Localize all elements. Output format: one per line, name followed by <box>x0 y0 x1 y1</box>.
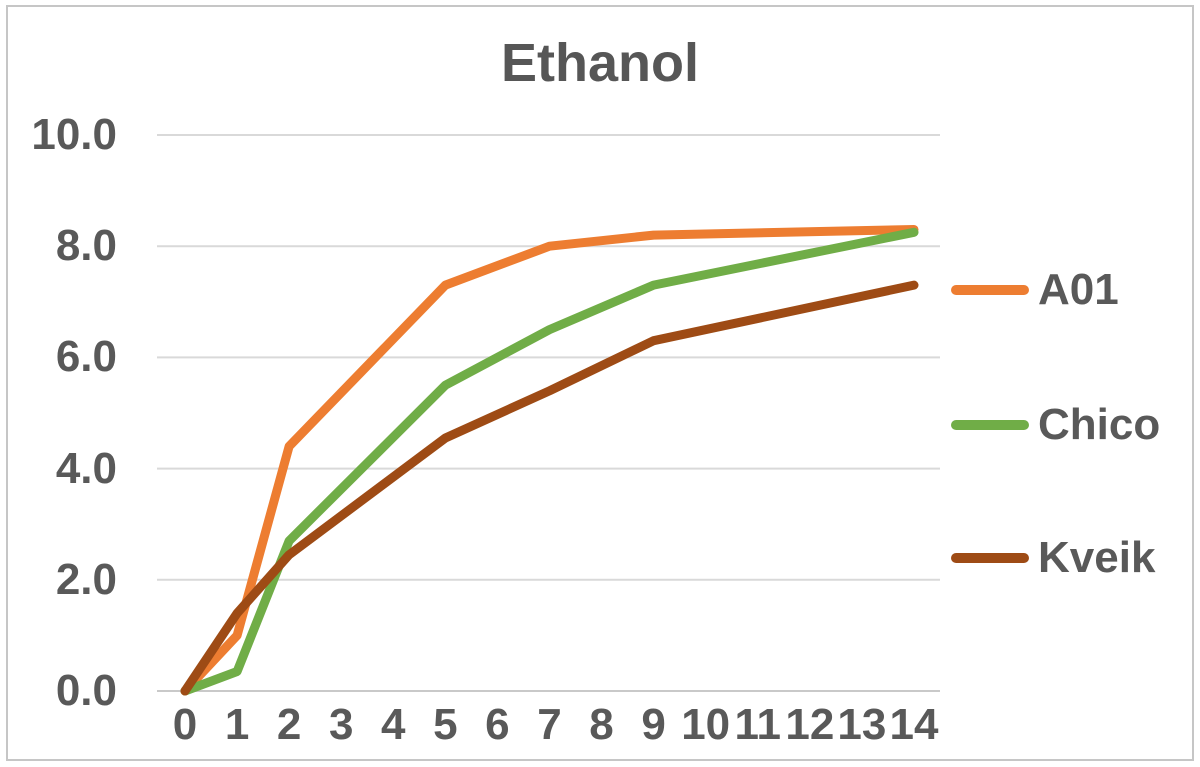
y-tick-label-4.0: 4.0 <box>55 443 117 493</box>
legend-item-a01: A01 <box>951 265 1119 314</box>
x-tick-label-3: 3 <box>328 700 354 749</box>
legend-item-chico: Chico <box>951 400 1161 449</box>
x-tick-label-0: 0 <box>172 700 198 749</box>
series-line-chico <box>180 227 919 696</box>
legend-swatch-a01 <box>951 285 1029 295</box>
x-tick-label-6: 6 <box>485 700 510 749</box>
x-tick-label-11: 11 <box>734 700 782 749</box>
series-line-kveik <box>180 280 919 696</box>
legend-item-kveik: Kveik <box>951 533 1156 582</box>
x-tick-label-10: 10 <box>681 700 731 749</box>
legend-swatch-chico <box>951 420 1029 430</box>
legend-label-kveik: Kveik <box>1038 533 1156 582</box>
legend-swatch-kveik <box>951 553 1029 563</box>
x-tick-label-14: 14 <box>889 700 939 749</box>
x-tick-label-2: 2 <box>276 700 302 749</box>
x-tick-label-13: 13 <box>837 700 887 749</box>
x-tick-label-4: 4 <box>381 700 406 749</box>
y-tick-label-8.0: 8.0 <box>55 221 117 271</box>
legend-label-a01: A01 <box>1038 265 1119 314</box>
chart-title: Ethanol <box>501 33 699 93</box>
x-tick-label-5: 5 <box>433 700 458 749</box>
y-tick-label-6.0: 6.0 <box>55 332 117 382</box>
y-tick-label-2.0: 2.0 <box>55 554 117 604</box>
x-tick-label-8: 8 <box>589 700 614 749</box>
y-tick-label-10.0: 10.0 <box>31 110 117 159</box>
x-tick-label-1: 1 <box>224 700 250 749</box>
x-tick-label-9: 9 <box>641 700 666 749</box>
x-tick-label-7: 7 <box>537 700 562 749</box>
legend-label-chico: Chico <box>1038 400 1161 449</box>
y-tick-label-0.0: 0.0 <box>55 666 117 715</box>
x-tick-label-12: 12 <box>785 700 835 749</box>
series-line-a01 <box>180 225 919 696</box>
